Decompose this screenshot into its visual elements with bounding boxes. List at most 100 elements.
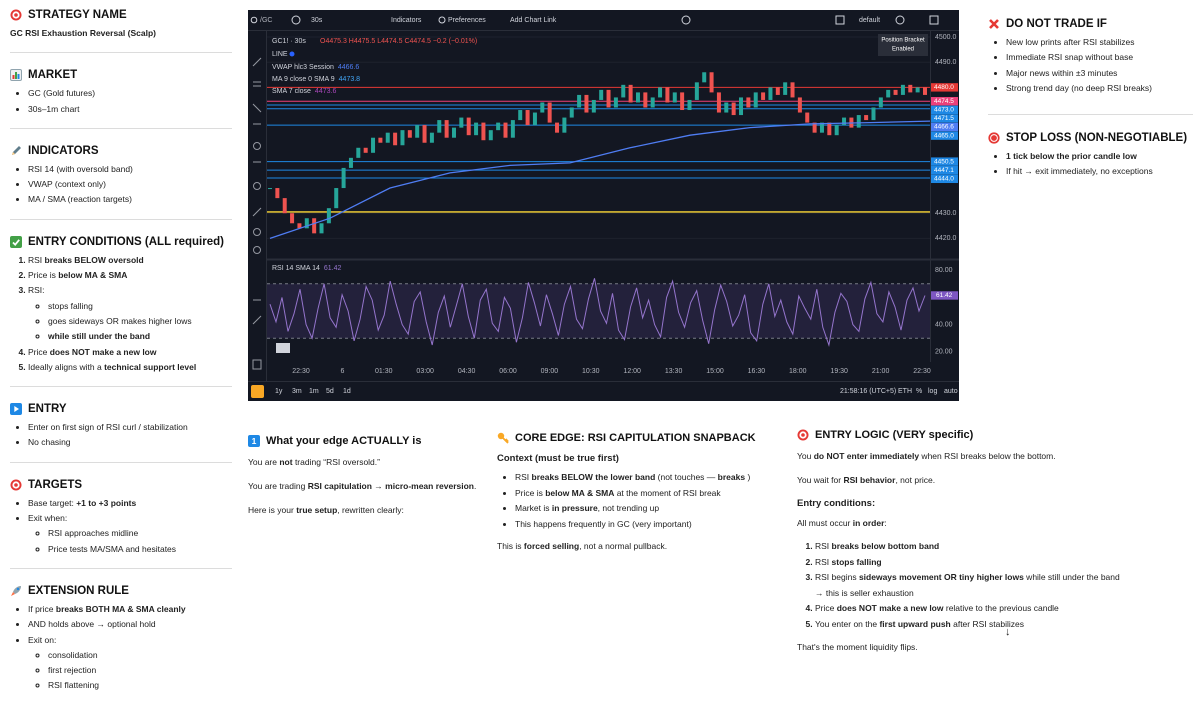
list: Enter on first sign of RSI curl / stabil… — [10, 420, 232, 451]
candle — [643, 92, 648, 108]
toolbar-icon — [895, 15, 905, 25]
list-item: RSI breaks below bottom band — [815, 539, 1157, 555]
section-heading: STOP LOSS (NON-NEGOTIABLE) — [988, 127, 1193, 149]
price-tag-label: 4466.6 — [934, 124, 954, 131]
text: Price — [815, 603, 837, 614]
candle — [312, 218, 317, 234]
list-item: Exit on: consolidation first rejection RSI … — [28, 633, 232, 694]
bracket-text: Position Bracket — [881, 38, 925, 44]
text: stops falling — [48, 300, 93, 311]
list-item: RSI breaks BELOW oversold — [28, 253, 232, 268]
heading-text: CORE EDGE: RSI CAPITULATION SNAPBACK — [515, 432, 756, 444]
price-tag — [931, 105, 958, 115]
text: RSI — [515, 472, 532, 482]
bold-text: does NOT make a new low — [836, 603, 944, 614]
text: Price tests MA/SMA and hesitates — [48, 543, 177, 554]
icon-part — [14, 13, 18, 17]
status-item: 21:58:16 (UTC+5) — [840, 388, 896, 395]
toolbar-icon — [835, 15, 845, 25]
drawing-tools — [252, 57, 262, 370]
list: If price breaks BOTH MA & SMA cleanly AND… — [10, 602, 232, 694]
list: RSI 14 (with oversold band) VWAP (context… — [10, 162, 232, 208]
tool-icon — [252, 103, 262, 113]
icon — [10, 479, 22, 491]
icon-part — [988, 132, 1000, 144]
text: Price — [28, 346, 50, 357]
text: GC (Gold futures) — [28, 88, 96, 99]
text: RSI — [815, 556, 832, 567]
paragraph: Here is your true setup, rewritten clear… — [248, 502, 483, 518]
text: New low prints after RSI stabilizes — [1006, 37, 1135, 47]
section: ENTRY CONDITIONS (ALL required) RSI break… — [10, 231, 232, 388]
candle — [753, 92, 758, 108]
column-heading: ENTRY LOGIC (VERY specific) — [797, 426, 1157, 444]
candle — [415, 125, 420, 138]
icon-part — [17, 74, 20, 80]
text: RSI — [28, 254, 45, 265]
text: No chasing — [28, 437, 71, 448]
icon-part — [12, 145, 21, 155]
text: , not price. — [895, 475, 936, 485]
candle — [878, 97, 883, 108]
status-item: % — [916, 388, 922, 395]
icon-part — [10, 235, 22, 248]
list: RSI breaks BELOW the lower band (not tou… — [497, 470, 782, 532]
toolbar-item: default — [859, 17, 880, 24]
candle — [694, 82, 699, 100]
timeframe: 1y — [275, 388, 283, 395]
list-item: RSI begins sideways movement OR tiny hig… — [815, 570, 1157, 601]
candle — [584, 94, 589, 113]
list-item: Price is below MA & SMA — [28, 268, 232, 283]
candle — [569, 107, 574, 118]
rsi-line — [269, 278, 926, 347]
rsi-tick-label: 20.00 — [935, 349, 953, 356]
tv-logo — [276, 343, 290, 353]
legend-name: RSI 14 SMA 14 — [272, 265, 320, 272]
section-heading: ENTRY CONDITIONS (ALL required) — [10, 231, 232, 253]
list-item: Price is below MA & SMA at the moment of… — [515, 486, 782, 502]
bracket-box — [878, 34, 928, 56]
list-item: RSI approaches midline — [48, 526, 232, 541]
icon-part — [10, 235, 22, 248]
list-item: Immediate RSI snap without base — [1006, 50, 1193, 65]
text: : — [884, 518, 887, 528]
text: Exit when: — [28, 513, 68, 524]
section-heading: STRATEGY NAME — [10, 4, 232, 26]
subheading: Context (must be true first) — [497, 451, 782, 467]
section: ENTRY Enter on first sign of RSI curl / s… — [10, 398, 232, 463]
toolbar-icon — [929, 15, 939, 25]
text: relative to the previous candle — [943, 603, 1059, 614]
timeframe: 5d — [326, 388, 334, 395]
bold-text: in pressure — [551, 503, 598, 514]
icon-part — [497, 432, 509, 444]
section-heading: EXTENSION RULE — [10, 580, 232, 602]
bold-text: +1 to +3 points — [76, 497, 137, 508]
x-tick-label: 09:00 — [541, 368, 559, 375]
tool-icon — [252, 359, 262, 370]
candle — [768, 87, 773, 100]
text: Exit on: — [28, 634, 57, 645]
list-item: Base target: +1 to +3 points — [28, 496, 232, 511]
vwap-line — [269, 120, 931, 240]
text: AND holds above → optional hold — [28, 619, 156, 630]
candle — [709, 72, 714, 93]
text: . — [473, 481, 477, 491]
candle — [540, 102, 545, 113]
legend-entry: RSI 14 SMA 14 61.42 — [272, 265, 341, 272]
price-tag — [931, 122, 958, 132]
list: Base target: +1 to +3 points Exit when: RS… — [10, 496, 232, 557]
text: , not trending up — [597, 503, 660, 514]
y-tick-label: 4420.0 — [935, 235, 957, 242]
bold-text: below MA & SMA — [58, 270, 128, 281]
list-item: RSI:stops falling goes sideways OR makes … — [28, 283, 232, 344]
bold-text: technical support level — [104, 361, 197, 372]
tool-icon — [253, 182, 261, 190]
bold-text: while still under the band — [48, 331, 151, 342]
status-item: auto — [944, 388, 958, 395]
candle — [466, 117, 471, 136]
paragraph: GC RSI Exhaustion Reversal (Scalp) — [10, 26, 232, 41]
bold-text: not — [279, 457, 293, 467]
column-heading: CORE EDGE: RSI CAPITULATION SNAPBACK — [497, 429, 782, 447]
section-heading: TARGETS — [10, 474, 232, 496]
icon-part — [501, 436, 509, 444]
